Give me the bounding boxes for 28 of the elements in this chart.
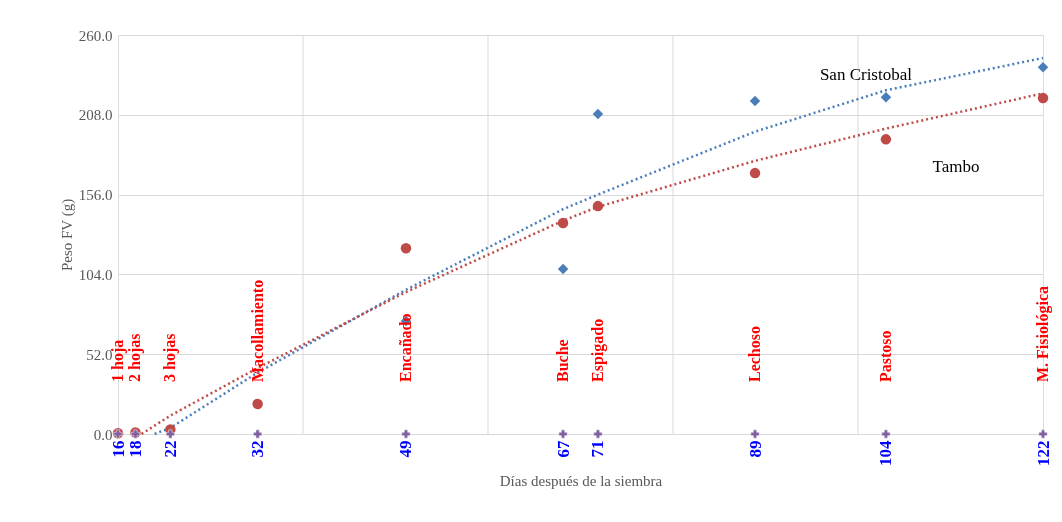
annotation: Encañado — [396, 313, 414, 382]
x-tick-label: 122 — [1033, 440, 1053, 466]
annotation: Pastoso — [876, 330, 894, 382]
annotation: 2 hojas — [126, 333, 145, 382]
x-tick-label: 67 — [553, 440, 573, 458]
y-axis-title: Peso FV (g) — [58, 198, 76, 272]
x-tick-label: 32 — [248, 440, 268, 458]
annotation: Macollamiento — [248, 279, 266, 382]
x-tick-label: 49 — [396, 440, 416, 458]
x-tick-label: 104 — [876, 440, 896, 466]
annotation: Lechoso — [746, 326, 764, 382]
y-tick-label: 104.0 — [78, 266, 113, 283]
y-tick-label: 0.0 — [93, 426, 113, 443]
series-label: San Cristobal — [819, 65, 913, 85]
annotation: M. Fisiológica — [1034, 286, 1052, 382]
annotation: 3 hojas — [161, 333, 180, 382]
x-tick-label: 18 — [125, 440, 145, 458]
x-tick-label: 16 — [108, 440, 128, 458]
y-tick-label: 260.0 — [78, 27, 113, 44]
annotation: Buche — [554, 339, 572, 382]
text: Tambo — [932, 157, 980, 177]
x-tick-label: 89 — [745, 440, 765, 458]
x-axis-title: Días después de la siembra — [499, 473, 663, 489]
y-tick-label: 208.0 — [78, 107, 113, 124]
y-tick-label: 156.0 — [78, 187, 113, 204]
x-tick-label: 22 — [160, 440, 180, 458]
x-tick-label: 71 — [588, 440, 608, 458]
annotation: Espigado — [588, 318, 607, 382]
